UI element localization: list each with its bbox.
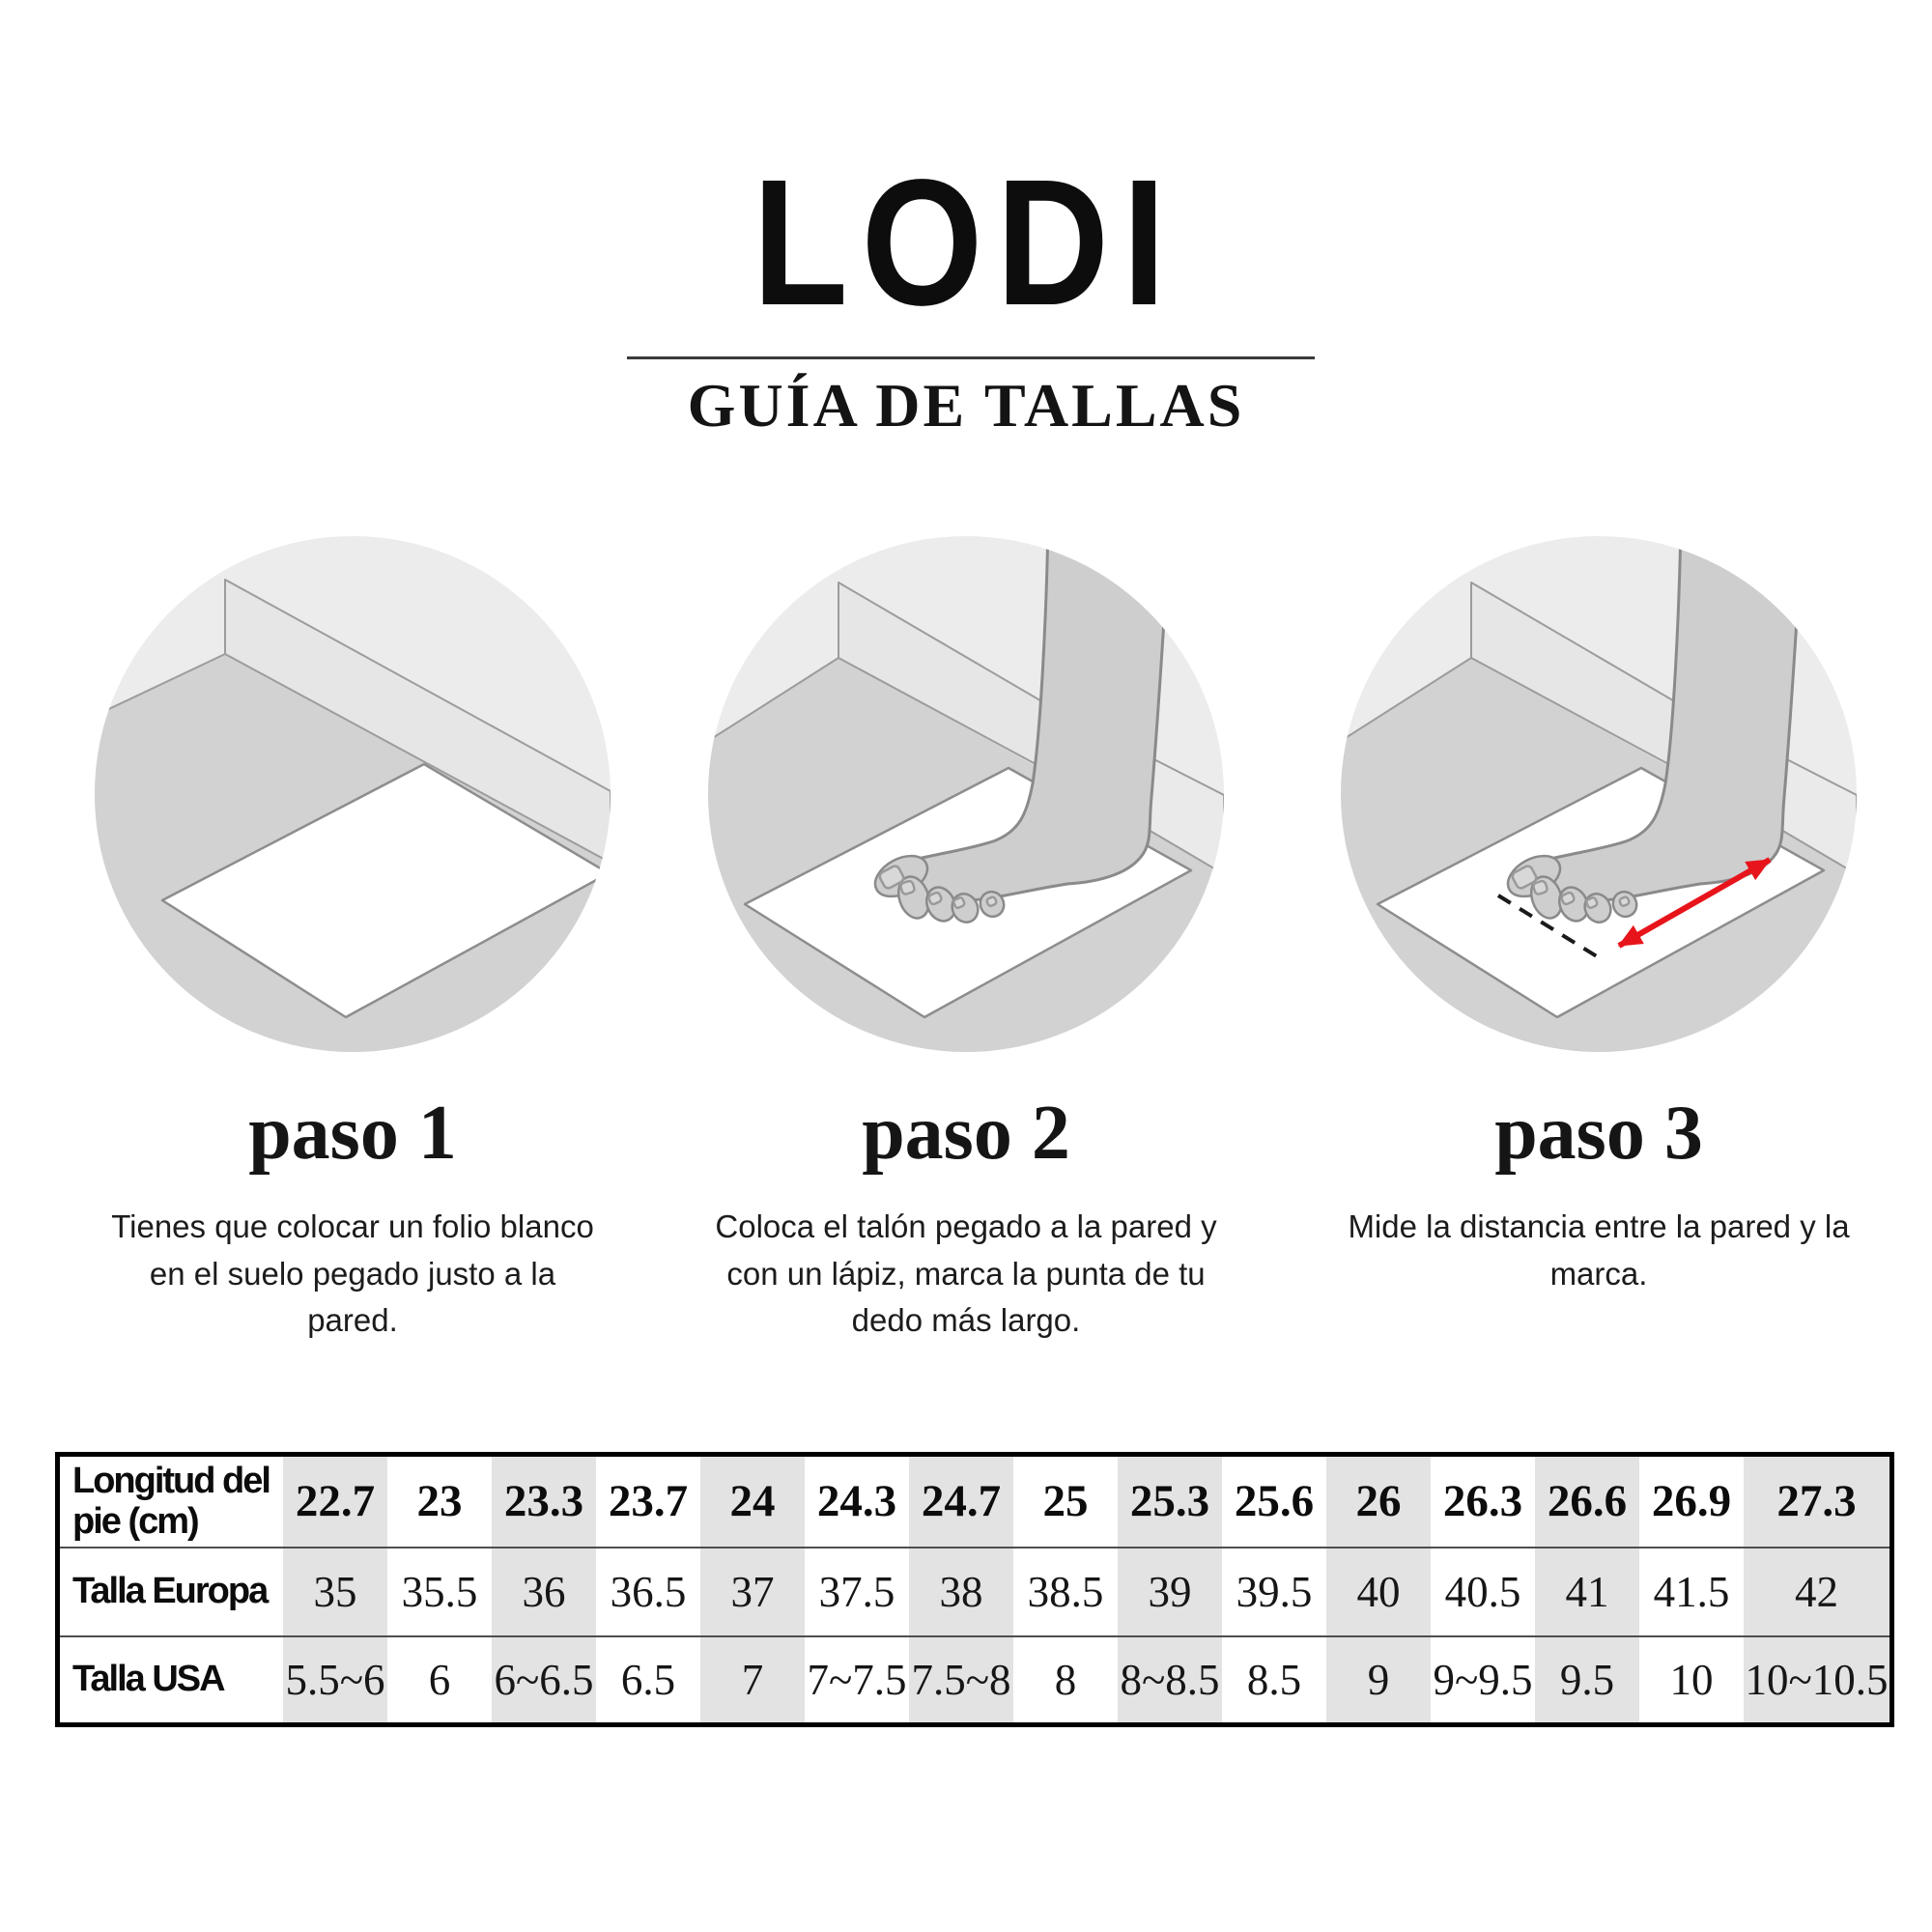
size-cell: 8.5 <box>1222 1634 1326 1725</box>
measure-arrow <box>1617 857 1772 949</box>
size-cell: 24 <box>700 1454 805 1548</box>
size-cell: 25.3 <box>1118 1454 1222 1548</box>
step-2-description: Coloca el talón pegado a la pared y con … <box>715 1208 1217 1338</box>
step-3-description: Mide la distancia entre la pared y la ma… <box>1348 1208 1850 1292</box>
size-conversion-table: Longitud del pie (cm) 22.7 23 23.3 23.7 24 24.… <box>55 1452 1894 1727</box>
size-cell: 24.7 <box>909 1454 1013 1548</box>
step-2-illustration <box>708 536 1224 1052</box>
size-cell: 35.5 <box>387 1546 492 1636</box>
size-cell: 9~9.5 <box>1431 1634 1535 1725</box>
size-cell: 41.5 <box>1639 1546 1744 1636</box>
table-row: Talla USA 5.5~6 6 6~6.5 6.5 7 7~7.5 7.5~8 8 8~8.5… <box>57 1634 1892 1725</box>
brand-logo: LODI <box>0 143 1932 343</box>
brand-logo-text: LODI <box>753 143 1179 343</box>
size-cell: 9 <box>1326 1634 1431 1725</box>
size-cell: 10~10.5 <box>1744 1634 1892 1725</box>
size-cell: 39 <box>1118 1546 1222 1636</box>
size-cell: 40.5 <box>1431 1546 1535 1636</box>
paper-against-wall-icon <box>95 536 611 1052</box>
size-cell: 39.5 <box>1222 1546 1326 1636</box>
size-cell: 38.5 <box>1013 1546 1118 1636</box>
size-cell: 41 <box>1535 1546 1639 1636</box>
size-cell: 27.3 <box>1744 1454 1892 1548</box>
table-row: Talla Europa 35 35.5 36 36.5 37 37.5 38 38.5 39 39… <box>57 1546 1892 1636</box>
row-header: Talla USA <box>57 1634 283 1725</box>
size-cell: 7 <box>700 1634 805 1725</box>
size-cell: 6 <box>387 1634 492 1725</box>
title-divider <box>627 356 1315 359</box>
foot-on-paper-icon <box>708 536 1224 1052</box>
size-cell: 37 <box>700 1546 805 1636</box>
step-2-title: paso 2 <box>862 1091 1070 1176</box>
foot-graphic <box>873 536 1172 923</box>
size-cell: 40 <box>1326 1546 1431 1636</box>
page-subtitle: GUÍA DE TALLAS <box>687 371 1245 440</box>
wall-floor-edge <box>708 657 839 742</box>
toe-mark-dashed-line <box>1496 894 1606 963</box>
table-row: Longitud del pie (cm) 22.7 23 23.3 23.7 24 24.… <box>58 1454 1892 1548</box>
size-cell: 23.7 <box>608 1476 689 1527</box>
size-cell: 36.5 <box>596 1546 700 1636</box>
size-cell: 10 <box>1639 1634 1744 1725</box>
size-cell: 24.3 <box>816 1476 897 1527</box>
size-cell: 23.3 <box>492 1454 596 1548</box>
size-cell: 42 <box>1744 1546 1892 1636</box>
size-cell: 26.9 <box>1651 1476 1732 1527</box>
size-cell: 26.3 <box>1442 1476 1523 1527</box>
row-header: Talla Europa <box>57 1546 283 1636</box>
size-cell: 35 <box>283 1546 387 1636</box>
foot-measure-icon <box>1341 536 1857 1052</box>
size-cell: 7.5~8 <box>909 1634 1013 1725</box>
size-cell: 37.5 <box>805 1546 909 1636</box>
size-cell: 25 <box>1042 1476 1089 1527</box>
size-cell: 7~7.5 <box>805 1634 909 1725</box>
size-cell: 26.6 <box>1535 1454 1639 1548</box>
size-cell: 36 <box>492 1546 596 1636</box>
step-1-illustration <box>95 536 611 1052</box>
step-3-title: paso 3 <box>1494 1091 1703 1176</box>
step-1-title: paso 1 <box>248 1091 457 1176</box>
size-cell: 8 <box>1013 1634 1118 1725</box>
row-header: Longitud del pie (cm) <box>72 1460 271 1543</box>
size-cell: 8~8.5 <box>1118 1634 1222 1725</box>
size-cell: 25.6 <box>1234 1476 1315 1527</box>
size-cell: 22.7 <box>283 1454 387 1548</box>
step-1-description: Tienes que colocar un folio blanco en el… <box>111 1208 594 1338</box>
wall-floor-edge <box>1341 657 1472 742</box>
size-cell: 26 <box>1326 1454 1431 1548</box>
size-cell: 9.5 <box>1535 1634 1639 1725</box>
size-cell: 23 <box>416 1476 463 1527</box>
size-cell: 6~6.5 <box>492 1634 596 1725</box>
baseboard-wall-graphic <box>224 579 611 864</box>
wall-floor-edge <box>95 653 226 717</box>
size-cell: 38 <box>909 1546 1013 1636</box>
size-cell: 6.5 <box>596 1634 700 1725</box>
step-3-illustration <box>1341 536 1857 1052</box>
size-cell: 5.5~6 <box>283 1634 387 1725</box>
